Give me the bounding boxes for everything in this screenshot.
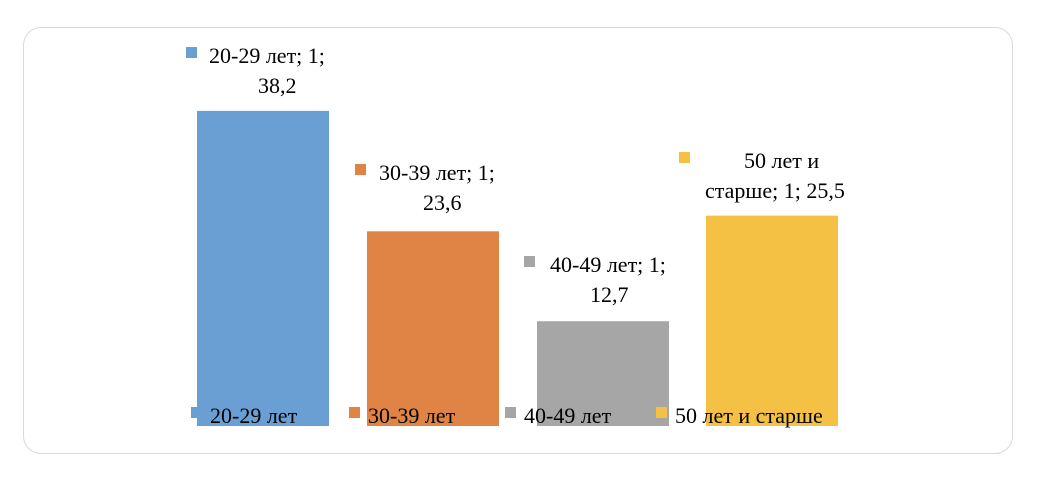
legend-swatch-30-39-лет	[349, 407, 360, 418]
data-label-marker-40-49-лет	[524, 256, 535, 267]
data-label-30-39-лет: 30-39 лет; 1;	[379, 160, 495, 185]
data-label-20-29-лет: 20-29 лет; 1;	[209, 43, 325, 68]
data-label-marker-50-лет-и-старше	[679, 152, 690, 163]
data-label-marker-30-39-лет	[355, 164, 366, 175]
legend-label-30-39-лет: 30-39 лет	[368, 403, 456, 428]
bar-40-49-лет	[537, 321, 669, 426]
legend-label-20-29-лет: 20-29 лет	[210, 403, 298, 428]
bar-50-лет-и-старше	[706, 215, 838, 426]
data-label-30-39-лет: 23,6	[423, 190, 462, 215]
data-label-40-49-лет: 40-49 лет; 1;	[550, 252, 666, 277]
chart-frame	[23, 27, 1013, 454]
legend-swatch-40-49-лет	[505, 407, 516, 418]
legend-label-50-лет-и-старше: 50 лет и старше	[675, 403, 823, 428]
legend-swatch-20-29-лет	[191, 407, 202, 418]
data-label-20-29-лет: 38,2	[258, 73, 297, 98]
data-label-50-лет-и-старше: 50 лет и	[744, 148, 819, 173]
data-label-40-49-лет: 12,7	[590, 282, 629, 307]
data-label-marker-20-29-лет	[186, 47, 197, 58]
bar-30-39-лет	[367, 231, 499, 426]
data-label-50-лет-и-старше: старше; 1; 25,5	[705, 178, 845, 203]
bar-20-29-лет	[197, 110, 329, 426]
legend-swatch-50-лет-и-старше	[656, 407, 667, 418]
legend-label-40-49-лет: 40-49 лет	[524, 403, 612, 428]
